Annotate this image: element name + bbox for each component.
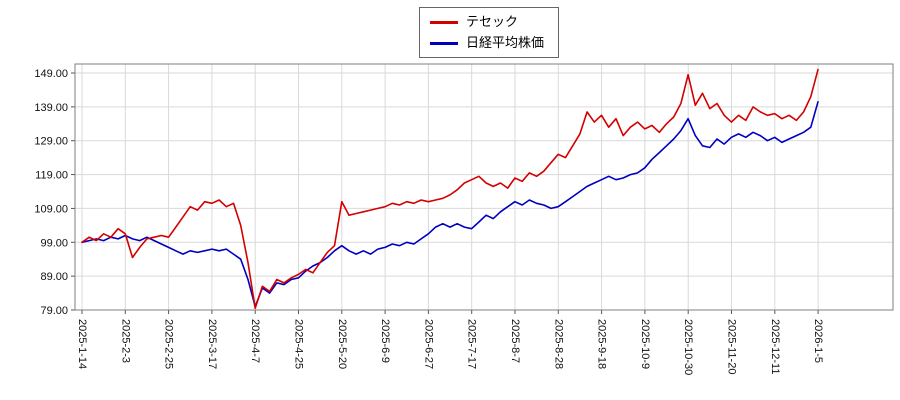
x-tick-label: 2025-2-3 [119,319,131,363]
y-tick-label: 129.00 [34,136,68,148]
legend-item-1: 日経平均株価 [429,34,545,52]
series-line-0 [81,68,819,310]
legend-item-0: テセック [429,13,544,31]
y-tick-label: 99.00 [40,237,68,249]
y-tick-label: 109.00 [34,203,68,215]
legend-line-blue [429,41,458,45]
legend-line-red [429,20,458,24]
y-tick-label: 139.00 [34,102,68,114]
legend-label-1: 日経平均株価 [465,35,545,50]
plot-border [74,63,894,311]
x-tick-label: 2025-6-27 [422,319,434,369]
x-tick-label: 2025-4-25 [293,319,305,369]
x-tick-label: 2025-2-25 [163,319,175,369]
x-tick-label: 2025-4-7 [249,319,261,363]
x-tick-label: 2025-12-11 [769,319,781,374]
series-line-1 [81,101,819,308]
x-tick-label: 2025-7-17 [466,319,478,369]
x-tick-label: 2025-11-20 [726,319,738,374]
x-tick-label: 2025-1-14 [76,319,88,369]
y-tick-label: 89.00 [40,271,68,283]
x-tick-label: 2026-1-5 [812,319,824,363]
x-tick-label: 2025-8-7 [509,319,521,363]
x-tick-label: 2025-6-9 [379,319,391,363]
y-tick-label: 119.00 [35,170,68,182]
x-tick-label: 2025-10-9 [639,319,651,369]
legend-label-0: テセック [465,14,519,29]
x-tick-label: 2025-10-30 [682,319,694,375]
y-tick-label: 79.00 [40,305,68,317]
y-tick-label: 149.00 [34,68,68,80]
x-tick-label: 2025-3-17 [206,319,218,369]
x-tick-label: 2025-8-28 [552,319,564,369]
legend: テセック 日経平均株価 [418,7,560,58]
x-tick-label: 2025-5-20 [336,319,348,369]
x-tick-label: 2025-9-18 [596,319,608,369]
